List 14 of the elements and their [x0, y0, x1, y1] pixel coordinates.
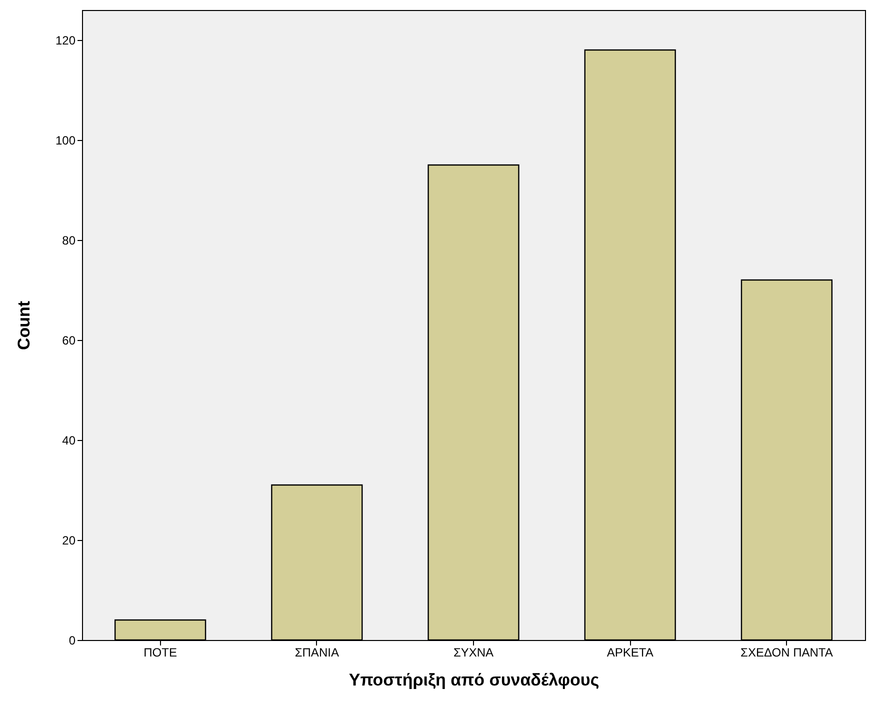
- y-tick-label: 80: [62, 234, 76, 248]
- y-tick-label: 120: [55, 34, 76, 48]
- y-tick-label: 40: [62, 434, 76, 448]
- y-tick-label: 100: [55, 134, 76, 148]
- x-tick-label: ΠΟΤΕ: [144, 646, 177, 660]
- x-tick-label: ΣΥΧΝΑ: [453, 646, 494, 660]
- x-axis-title: Υποστήριξη από συναδέλφους: [348, 670, 600, 690]
- y-tick-label: 60: [62, 334, 76, 348]
- y-tick-label: 0: [68, 634, 76, 648]
- x-tick-label: ΣΠΑΝΙΑ: [294, 646, 339, 660]
- x-tick-label: ΑΡΚΕΤΑ: [606, 646, 654, 660]
- y-axis-title: Count: [14, 300, 34, 350]
- x-tick-label: ΣΧΕΔΟΝ ΠΑΝΤΑ: [740, 646, 833, 660]
- y-tick-label: 20: [62, 534, 76, 548]
